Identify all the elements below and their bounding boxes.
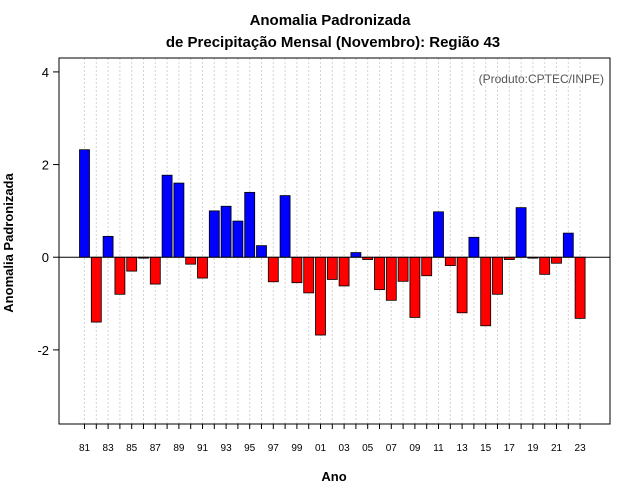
bar-1991	[197, 256, 208, 279]
x-axis-label: Ano	[321, 469, 346, 484]
y-tick-label: 0	[42, 250, 49, 265]
bar-1987	[149, 256, 161, 285]
bar-2004	[350, 252, 362, 258]
x-tick-label: 11	[433, 443, 444, 454]
x-tick-label: 99	[291, 443, 303, 454]
bar-1999	[291, 256, 303, 284]
bar-1983	[102, 235, 114, 258]
bar-2002	[326, 256, 338, 280]
y-tick-label: -2	[37, 343, 49, 358]
bar-2000	[303, 256, 315, 294]
plot-frame	[58, 57, 611, 425]
bar-2009	[409, 256, 421, 318]
x-tick-label: 91	[197, 443, 209, 454]
bar-2022	[562, 232, 574, 258]
x-tick-label: 05	[362, 443, 374, 454]
bar-2012	[444, 256, 456, 266]
bar-2008	[397, 256, 409, 282]
bar-2018	[515, 207, 527, 258]
bar-1989	[173, 182, 185, 258]
x-tick-label: 21	[551, 443, 563, 454]
x-tick-label: 85	[126, 443, 138, 454]
x-tick-label: 81	[79, 443, 91, 454]
x-tick-label: 23	[575, 443, 587, 454]
y-axis: -2 0 2 4	[37, 65, 59, 358]
bar-1992	[208, 210, 220, 258]
x-tick-label: 17	[504, 443, 516, 454]
y-axis-label: Anomalia Padronizada	[1, 173, 16, 313]
bars	[79, 149, 586, 336]
bar-1988	[161, 174, 173, 258]
bar-2006	[374, 256, 385, 291]
x-tick-label: 07	[386, 443, 398, 454]
bar-2021	[551, 256, 562, 264]
y-tick-label: 2	[42, 158, 49, 173]
bar-1998	[279, 195, 291, 258]
y-tick-label: 4	[42, 65, 49, 80]
bar-2023	[574, 256, 586, 319]
x-tick-label: 13	[457, 443, 469, 454]
bar-1982	[90, 256, 102, 323]
bar-2003	[338, 256, 350, 287]
bar-2020	[539, 256, 551, 275]
bar-2011	[433, 211, 444, 258]
bar-2007	[385, 256, 397, 301]
x-tick-label: 01	[315, 443, 327, 454]
bar-1985	[126, 256, 138, 272]
bar-1996	[256, 245, 267, 258]
bar-2001	[315, 256, 326, 336]
grid-lines	[84, 58, 581, 424]
x-tick-label: 89	[173, 443, 185, 454]
x-tick-label: 09	[409, 443, 421, 454]
credit-text: (Produto:CPTEC/INPE)	[479, 72, 604, 86]
bar-1995	[244, 191, 256, 258]
chart-title-line1: Anomalia Padronizada	[250, 12, 412, 29]
bar-1981	[79, 149, 90, 258]
bar-2015	[480, 256, 492, 327]
x-tick-label: 95	[244, 443, 256, 454]
bar-1984	[114, 256, 126, 295]
bar-1993	[220, 205, 232, 258]
x-tick-label: 97	[268, 443, 280, 454]
x-tick-label: 87	[150, 443, 162, 454]
x-tick-label: 15	[480, 443, 492, 454]
bar-1994	[232, 220, 244, 258]
bar-1990	[185, 256, 197, 265]
bar-2016	[492, 256, 503, 295]
x-tick-label: 83	[103, 443, 115, 454]
bar-2010	[421, 256, 433, 277]
x-tick-label: 93	[221, 443, 233, 454]
bar-1997	[267, 256, 279, 283]
x-axis: 81 83 85 87 89 91 93 95 97 99 01 03 05 07 09 11 13 15 17 19…	[79, 424, 586, 454]
bar-2013	[456, 256, 468, 314]
chart-title-line2: de Precipitação Mensal (Novembro): Regiã…	[166, 34, 500, 51]
x-tick-label: 19	[527, 443, 539, 454]
bar-2014	[468, 236, 480, 258]
x-tick-label: 03	[339, 443, 351, 454]
